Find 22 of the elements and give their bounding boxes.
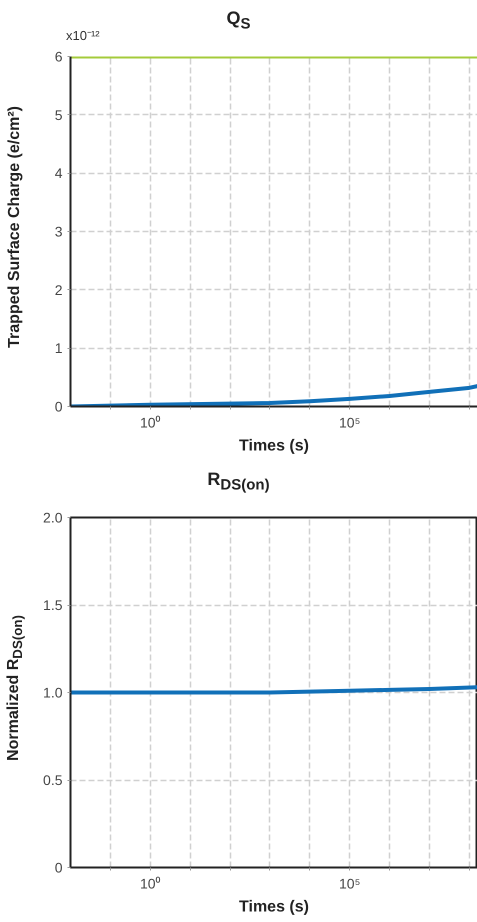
y-tick-label: 3 — [54, 224, 63, 240]
x-tick-label: 10⁰ — [140, 876, 161, 892]
y-tick-label: 1 — [54, 340, 63, 356]
x-tick-label: 10⁵ — [339, 414, 360, 430]
y-tick-label: 6 — [54, 48, 63, 64]
text: x10⁻¹² — [66, 27, 100, 46]
x-axis-title: Times (s) — [239, 898, 309, 916]
y-tick-label: 0 — [54, 398, 63, 414]
y-tick-label: 0 — [54, 860, 63, 876]
y-tick-label: 2.0 — [43, 510, 63, 526]
x-tick-label: 10⁵ — [339, 876, 360, 892]
chart-title: R$_{DS(on)}$ — [206, 468, 271, 496]
y-axis-title: Trapped Surface Charge (e/cm²) — [4, 106, 24, 348]
y-tick-label: 2 — [54, 282, 63, 298]
y-tick-label: 0.5 — [43, 772, 63, 788]
x-axis-title: Times (s) — [239, 438, 309, 454]
y-tick-label: 4 — [54, 165, 63, 182]
y-tick-label: 1.5 — [43, 597, 63, 613]
y-tick-label: 1.0 — [43, 684, 63, 700]
x-tick-label: 10⁰ — [140, 414, 161, 430]
y-tick-label: 5 — [54, 106, 63, 123]
chart-title: Q$_{S}$ — [226, 8, 251, 33]
